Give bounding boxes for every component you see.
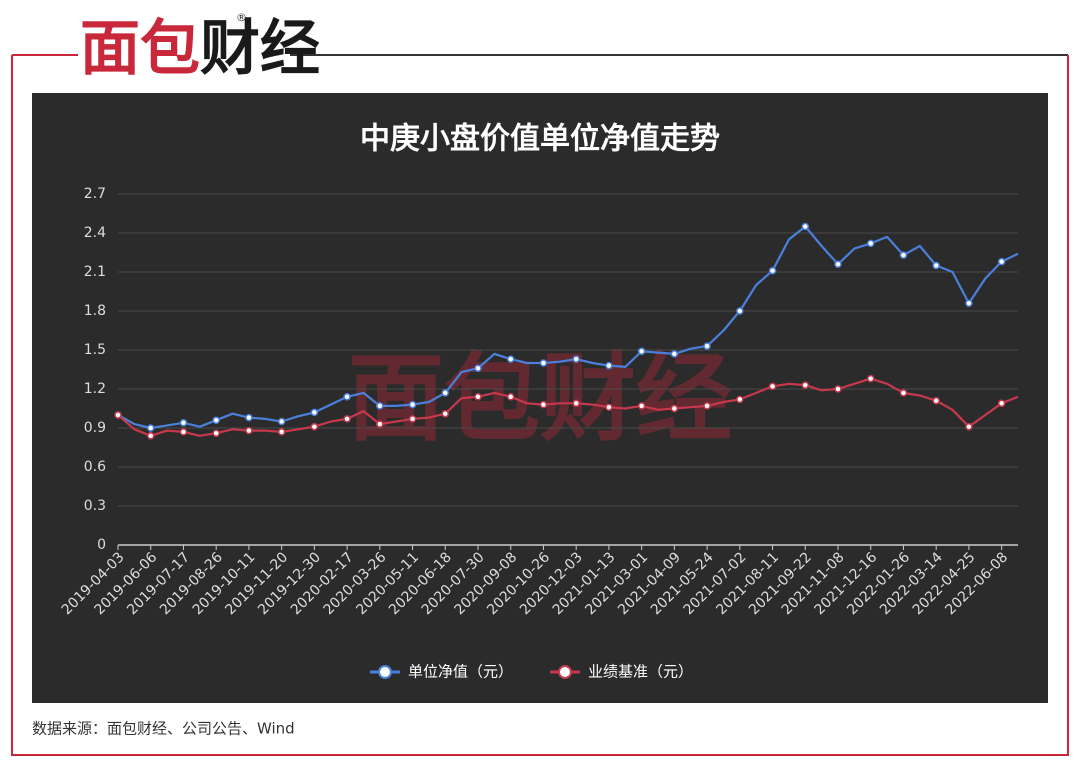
point: [146, 432, 155, 440]
point: [997, 399, 1006, 408]
point: [441, 409, 450, 418]
legend-label: 单位净值（元）: [408, 663, 513, 681]
point: [866, 374, 875, 383]
legend-label: 业绩基准（元）: [588, 663, 693, 681]
point: [703, 402, 711, 410]
point: [277, 417, 286, 426]
point: [736, 395, 744, 404]
point: [245, 426, 253, 435]
point: [474, 393, 482, 401]
point: [310, 422, 319, 431]
point: [965, 422, 973, 431]
point: [997, 257, 1006, 266]
y-tick-label: 2.7: [84, 186, 106, 202]
y-tick-label: 2.4: [84, 225, 106, 241]
logo-black: 财经: [200, 14, 320, 84]
point: [277, 428, 286, 436]
point: [899, 251, 908, 259]
logo-red: 面包: [80, 14, 200, 84]
y-tick-label: 1.5: [84, 342, 106, 358]
point: [834, 260, 842, 268]
y-tick-label: 2.1: [84, 264, 106, 280]
point: [572, 355, 580, 363]
point: [670, 350, 679, 358]
point: [932, 261, 940, 270]
point: [441, 389, 450, 397]
chart-background: [32, 93, 1048, 703]
point: [637, 347, 646, 356]
source: 数据来源：面包财经、公司公告、Wind: [32, 720, 295, 738]
logo-mark: ®: [236, 11, 247, 24]
y-tick-label: 1.2: [84, 381, 106, 397]
logo: 面包财经: [80, 14, 320, 84]
point: [408, 400, 417, 409]
legend-marker: [558, 665, 572, 679]
point: [212, 429, 220, 437]
point: [245, 413, 253, 422]
y-tick-label: 0: [97, 537, 106, 553]
point: [801, 222, 810, 231]
y-tick-label: 0.3: [84, 498, 106, 514]
point: [899, 389, 908, 397]
point: [310, 408, 319, 417]
point: [768, 382, 777, 391]
y-tick-label: 0.9: [84, 420, 106, 436]
point: [605, 361, 613, 370]
point: [506, 393, 515, 401]
point: [343, 415, 351, 423]
point: [768, 266, 777, 275]
point: [179, 419, 188, 427]
point: [932, 396, 940, 405]
y-tick-label: 0.6: [84, 459, 106, 475]
point: [801, 381, 810, 389]
chart-title: 中庚小盘价值单位净值走势: [360, 122, 720, 157]
point: [965, 299, 973, 307]
point: [179, 428, 188, 436]
point: [506, 355, 515, 363]
point: [670, 404, 679, 413]
plot: 00.30.60.91.21.51.82.12.42.72019-04-0320…: [59, 186, 1019, 681]
watermark: 面包财经: [348, 342, 732, 454]
point: [736, 307, 744, 315]
point: [343, 393, 351, 401]
point: [114, 411, 122, 419]
point: [834, 385, 842, 393]
point: [146, 424, 155, 432]
point: [637, 402, 646, 410]
point: [703, 342, 711, 350]
point: [605, 403, 613, 411]
frame: [11, 55, 1069, 756]
point: [539, 359, 548, 367]
point: [376, 420, 384, 428]
point: [572, 399, 580, 408]
y-tick-label: 1.8: [84, 303, 106, 319]
point: [866, 239, 875, 248]
point: [539, 400, 548, 409]
legend-marker: [378, 665, 392, 679]
point: [408, 415, 417, 423]
point: [212, 416, 220, 424]
point: [474, 364, 482, 372]
point: [376, 402, 384, 410]
